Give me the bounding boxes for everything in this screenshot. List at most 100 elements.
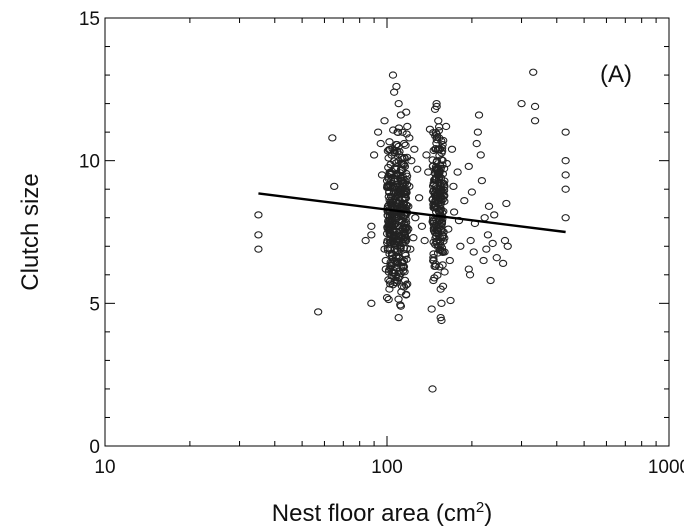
data-point xyxy=(447,145,457,153)
data-point xyxy=(436,285,445,293)
data-point xyxy=(429,250,438,258)
data-point xyxy=(405,134,414,142)
data-point xyxy=(388,71,398,79)
data-point xyxy=(429,204,438,212)
data-point xyxy=(413,165,422,173)
data-point xyxy=(384,268,393,276)
data-points xyxy=(254,68,570,393)
y-axis-title: Clutch size xyxy=(17,173,44,290)
data-point xyxy=(429,257,438,265)
data-point xyxy=(399,283,409,291)
data-point xyxy=(330,182,339,190)
data-point xyxy=(434,117,443,125)
data-point xyxy=(385,188,394,197)
data-point xyxy=(393,128,403,137)
data-point xyxy=(395,199,404,207)
data-point xyxy=(384,154,393,162)
data-point xyxy=(402,130,411,138)
data-point xyxy=(388,144,397,153)
data-point xyxy=(402,218,411,227)
data-point xyxy=(392,264,401,272)
y-tick-label: 15 xyxy=(79,9,100,30)
x-tick-label: 100 xyxy=(371,457,403,478)
panel-label: (A) xyxy=(600,61,632,88)
x-axis-title-closing: ) xyxy=(484,500,492,527)
data-point xyxy=(424,168,433,176)
data-point xyxy=(480,214,489,222)
data-point xyxy=(466,236,475,245)
data-point xyxy=(401,141,410,149)
data-point xyxy=(432,139,441,147)
data-point xyxy=(431,234,440,242)
data-point xyxy=(429,128,438,137)
data-point xyxy=(440,268,449,276)
data-point xyxy=(367,231,376,239)
data-point xyxy=(254,211,263,219)
data-point xyxy=(469,248,478,256)
axis-ticks xyxy=(104,17,670,447)
data-point xyxy=(456,242,465,250)
data-point xyxy=(403,122,412,131)
data-point xyxy=(428,385,437,393)
data-point xyxy=(432,164,441,173)
data-point xyxy=(390,146,399,155)
data-point xyxy=(432,99,441,108)
data-point xyxy=(382,293,392,302)
data-point xyxy=(561,128,570,136)
data-point xyxy=(432,194,442,202)
data-point xyxy=(460,196,469,205)
data-point xyxy=(402,108,411,116)
data-point xyxy=(402,181,412,189)
data-point xyxy=(465,271,475,279)
data-point xyxy=(398,128,407,136)
data-point xyxy=(530,117,540,125)
data-point xyxy=(517,99,526,108)
data-point xyxy=(437,187,446,195)
data-point xyxy=(561,157,570,165)
data-point xyxy=(429,238,438,246)
data-point xyxy=(498,259,508,268)
data-point xyxy=(396,245,405,253)
data-point xyxy=(387,272,396,280)
data-point xyxy=(436,164,445,173)
data-point xyxy=(437,149,446,157)
data-point xyxy=(383,173,393,181)
data-point xyxy=(401,225,410,233)
data-point xyxy=(464,162,473,171)
data-point xyxy=(428,182,438,190)
data-point xyxy=(254,231,263,239)
data-point xyxy=(396,190,405,198)
data-point xyxy=(398,258,407,267)
data-point xyxy=(399,267,408,275)
data-point xyxy=(382,183,392,192)
data-point xyxy=(437,244,447,252)
data-point xyxy=(529,68,538,76)
data-point xyxy=(449,182,458,190)
data-point xyxy=(422,151,431,159)
data-point xyxy=(530,102,540,111)
data-point xyxy=(376,139,385,148)
data-point xyxy=(399,200,408,208)
data-point xyxy=(472,139,481,148)
data-point xyxy=(483,231,493,239)
data-point xyxy=(445,256,454,265)
y-tick-label: 5 xyxy=(89,294,100,315)
data-point xyxy=(429,146,438,155)
data-point xyxy=(394,99,403,108)
data-point xyxy=(394,313,403,322)
regression-line xyxy=(258,192,566,234)
data-point xyxy=(427,305,436,313)
data-point xyxy=(386,160,395,169)
data-point xyxy=(392,271,401,280)
x-axis-title-main: Nest floor area (cm xyxy=(272,500,476,527)
data-point xyxy=(561,185,570,193)
data-point xyxy=(467,188,477,196)
data-point xyxy=(492,254,501,262)
data-point xyxy=(383,246,393,254)
data-point xyxy=(400,154,409,162)
data-point xyxy=(367,299,376,307)
data-point xyxy=(477,176,487,185)
data-point xyxy=(411,214,420,222)
